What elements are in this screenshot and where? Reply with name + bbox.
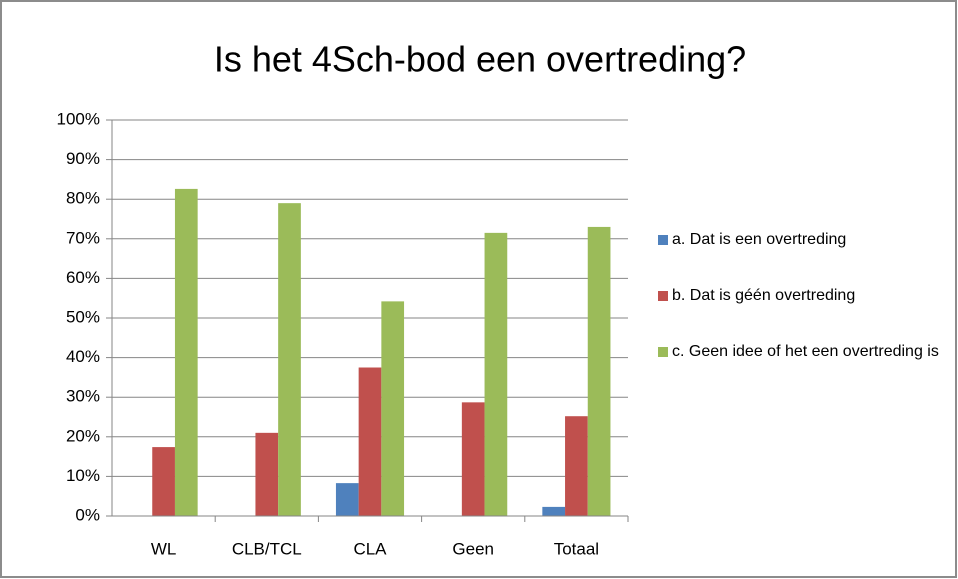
bar [255,432,279,516]
bar [587,226,611,517]
bar [542,506,566,516]
bar [174,188,198,517]
x-tick-label: Geen [452,539,494,558]
x-tick-label: WL [151,539,177,558]
legend-swatch [658,235,668,245]
y-tick-label: 0% [75,505,100,524]
y-tick-label: 30% [66,387,100,406]
bar [278,203,301,516]
y-tick-label: 70% [66,228,100,247]
x-tick-label: CLB/TCL [232,539,302,558]
x-tick-label: Totaal [554,539,599,558]
x-tick-label: CLA [353,539,387,558]
y-tick-label: 50% [66,307,100,326]
legend-swatch [658,347,668,357]
bar [565,416,588,516]
legend-item: c. Geen idee of het een overtreding is [658,340,948,364]
bar [381,301,405,516]
y-tick-label: 40% [66,347,100,366]
y-tick-label: 100% [57,109,100,128]
legend-item: b. Dat is géén overtreding [658,284,948,308]
legend-label: c. Geen idee of het een overtreding is [672,343,939,360]
bar [461,402,485,516]
legend-label: a. Dat is een overtreding [672,231,847,248]
bar [484,232,508,517]
bar [358,367,382,516]
legend-swatch [658,291,668,301]
y-tick-label: 20% [66,426,100,445]
y-tick-label: 60% [66,268,100,287]
y-tick-label: 80% [66,189,100,208]
y-tick-label: 10% [66,466,100,485]
bar [152,447,175,516]
legend: a. Dat is een overtreding b. Dat is géén … [658,228,948,396]
bar [335,483,359,516]
chart-title: Is het 4Sch-bod een overtreding? [214,39,746,80]
legend-item: a. Dat is een overtreding [658,228,948,252]
legend-label: b. Dat is géén overtreding [672,287,856,304]
y-tick-label: 90% [66,149,100,168]
